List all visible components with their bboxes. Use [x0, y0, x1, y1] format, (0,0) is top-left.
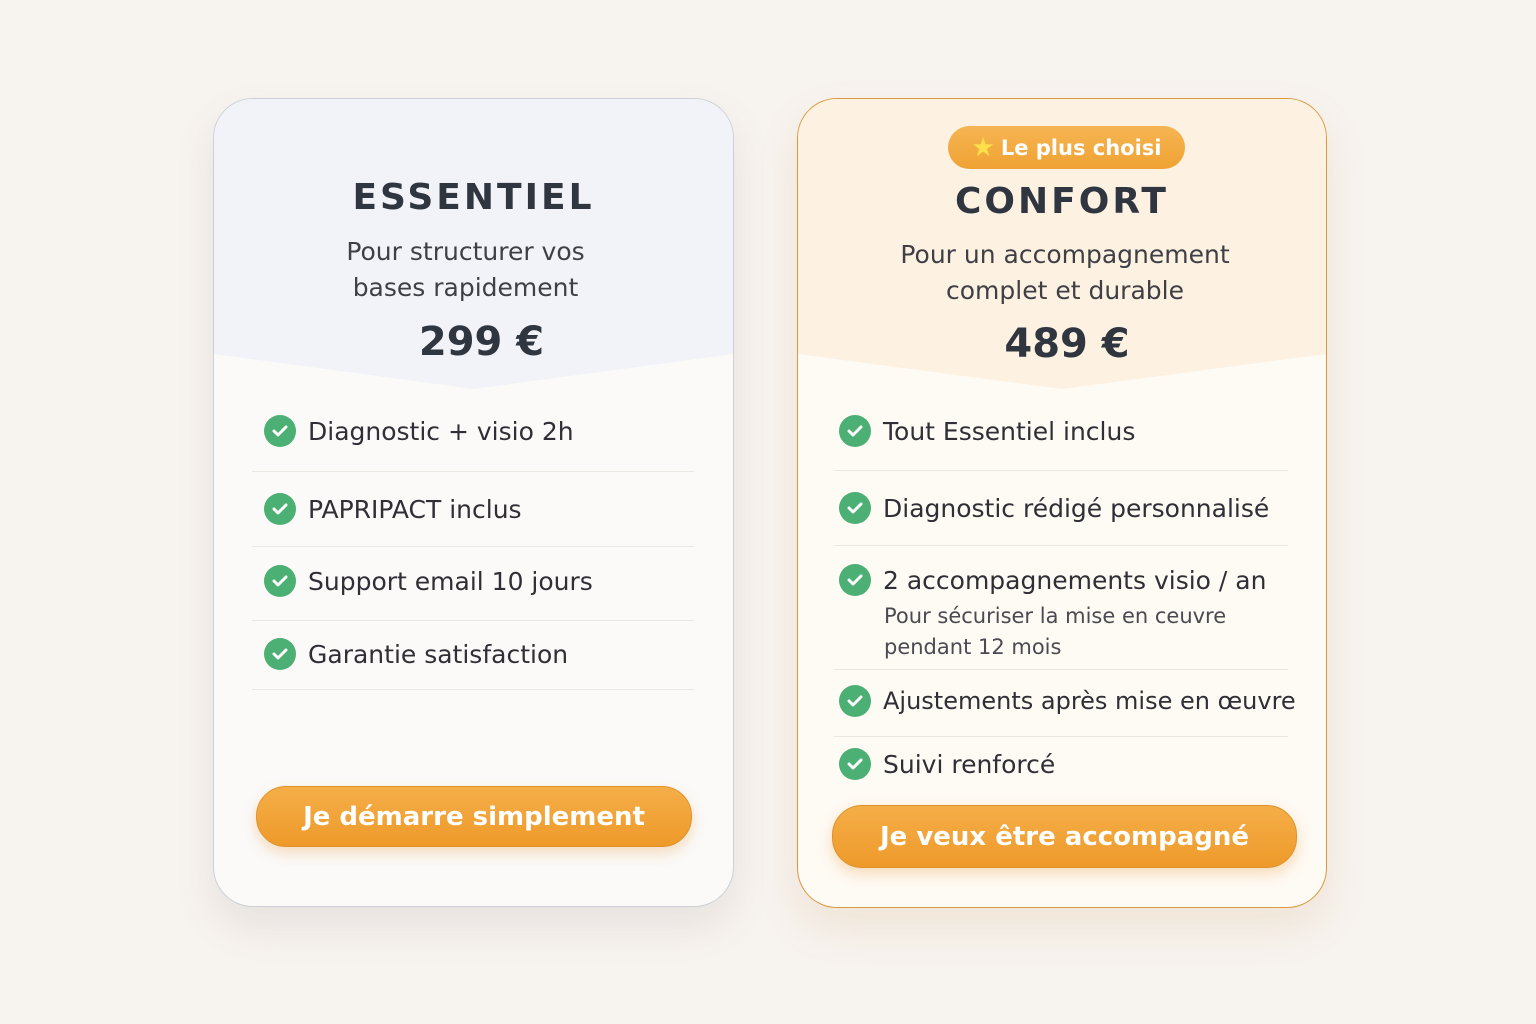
subtitle-line: bases rapidement — [352, 273, 579, 302]
plan-title: CONFORT — [954, 181, 1169, 222]
divider — [252, 620, 694, 621]
feature-label: Ajustements après mise en œuvre — [883, 687, 1296, 715]
check-icon — [264, 638, 296, 670]
feature-item: 2 accompagnements visio / an — [839, 564, 1266, 596]
plan-price: 489 € — [1004, 321, 1130, 367]
feature-item: Diagnostic rédigé personnalisé — [839, 492, 1269, 524]
feature-label: Suivi renforcé — [883, 749, 1056, 779]
star-icon: ★ — [971, 132, 995, 163]
feature-item: PAPRIPACT inclus — [264, 493, 522, 525]
divider — [834, 669, 1288, 670]
check-icon — [839, 564, 871, 596]
feature-item: Diagnostic + visio 2h — [264, 415, 574, 447]
feature-item: Ajustements après mise en œuvre — [839, 685, 1296, 717]
check-icon — [839, 685, 871, 717]
check-icon — [839, 492, 871, 524]
check-icon — [264, 565, 296, 597]
subtitle-line: Pour structurer vos — [346, 237, 585, 266]
plan-card-confort: ★ Le plus choisi CONFORT Pour un accompa… — [797, 98, 1327, 908]
divider — [252, 546, 694, 547]
divider — [252, 471, 694, 472]
check-icon — [264, 415, 296, 447]
feature-label: Tout Essentiel inclus — [883, 416, 1136, 446]
cta-essentiel-button[interactable]: Je démarre simplement — [256, 786, 692, 847]
subtitle-line: complet et durable — [946, 276, 1184, 305]
plan-price: 299 € — [418, 319, 545, 365]
most-chosen-badge: ★ Le plus choisi — [948, 126, 1185, 169]
divider — [834, 470, 1288, 471]
note-line: pendant 12 mois — [884, 635, 1062, 659]
divider — [834, 545, 1288, 546]
feature-item: Suivi renforcé — [839, 748, 1055, 780]
badge-label: Le plus choisi — [1000, 135, 1162, 160]
check-icon — [839, 415, 871, 447]
cta-confort-button[interactable]: Je veux être accompagné — [832, 805, 1297, 868]
subtitle-line: Pour un accompagnement — [900, 240, 1230, 269]
plan-subtitle: Pour un accompagnement complet et durabl… — [801, 237, 1326, 309]
feature-label: Diagnostic + visio 2h — [308, 416, 574, 446]
divider — [252, 689, 694, 690]
note-line: Pour sécuriser la mise en ceuvre — [884, 604, 1227, 628]
plan-title: ESSENTIEL — [352, 177, 595, 218]
check-icon — [264, 493, 296, 525]
feature-label: Support email 10 jours — [308, 566, 593, 596]
feature-item: Support email 10 jours — [264, 565, 593, 597]
plan-subtitle: Pour structurer vos bases rapidement — [214, 234, 725, 306]
divider — [834, 736, 1288, 737]
card-header — [214, 99, 733, 389]
feature-label: Diagnostic rédigé personnalisé — [883, 493, 1270, 523]
feature-note: Pour sécuriser la mise en ceuvre pendant… — [884, 601, 1226, 663]
feature-item: Garantie satisfaction — [264, 638, 568, 670]
feature-label: Garantie satisfaction — [308, 639, 569, 669]
check-icon — [839, 748, 871, 780]
feature-label: 2 accompagnements visio / an — [883, 565, 1267, 595]
feature-label: PAPRIPACT inclus — [308, 494, 522, 524]
feature-item: Tout Essentiel inclus — [839, 415, 1135, 447]
plan-card-essentiel: ESSENTIEL Pour structurer vos bases rapi… — [213, 98, 734, 907]
